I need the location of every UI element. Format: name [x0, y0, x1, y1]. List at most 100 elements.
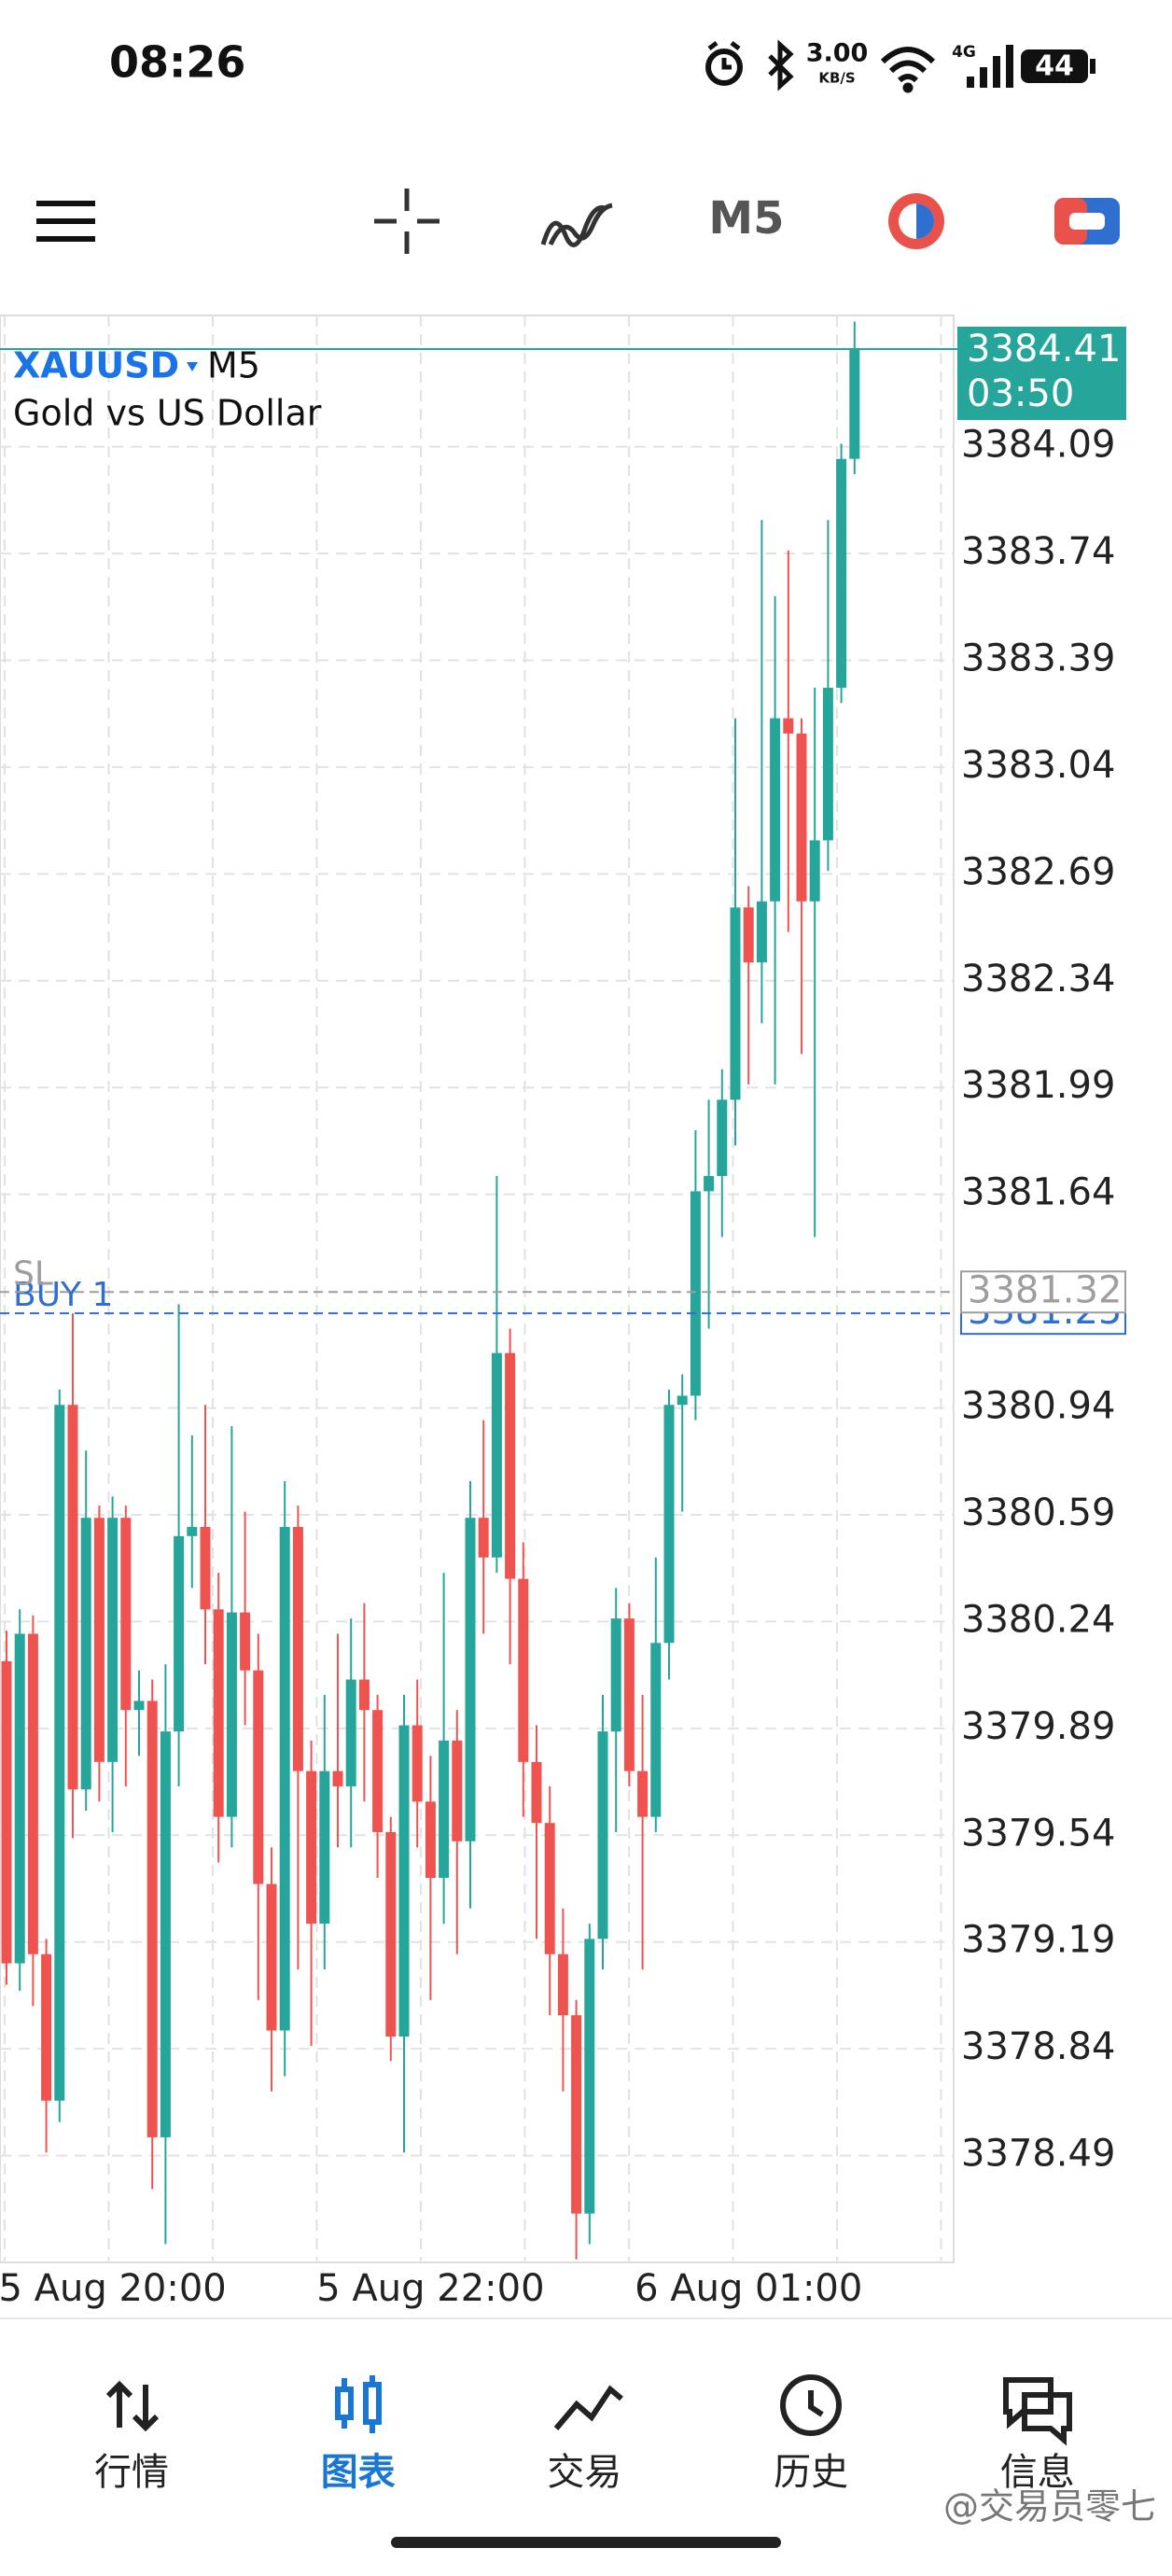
candle-body	[41, 1953, 52, 2101]
candle-body	[491, 1352, 502, 1558]
timeframe-button[interactable]: M5	[708, 192, 784, 245]
candle-body	[544, 1823, 555, 1954]
candle-body	[439, 1740, 450, 1879]
x-tick-label: 5 Aug 20:00	[0, 2267, 227, 2310]
candle-body	[478, 1518, 489, 1558]
candle-body	[174, 1535, 185, 1732]
chart-timeframe: M5	[207, 345, 260, 386]
bottom-nav	[0, 2318, 1172, 2576]
symbol-dropdown[interactable]	[187, 362, 198, 371]
candle-body	[80, 1518, 91, 1790]
candle-body	[730, 907, 741, 1100]
candle-body	[213, 1609, 224, 1817]
y-tick-label: 3380.24	[961, 1598, 1115, 1641]
nav-label[interactable]: 行情	[94, 2451, 169, 2494]
nav-label[interactable]: 交易	[547, 2451, 621, 2494]
candle-body	[637, 1771, 649, 1817]
nav-label[interactable]: 图表	[321, 2451, 396, 2494]
crosshair-button[interactable]	[374, 189, 440, 254]
y-tick-label: 3383.74	[961, 530, 1115, 573]
candle-body	[571, 2015, 582, 2214]
candle-body	[783, 718, 794, 734]
candle-body	[663, 1405, 675, 1644]
candle-body	[54, 1405, 65, 2101]
plot-frame	[0, 315, 955, 2263]
candle-body	[226, 1612, 237, 1817]
watermark: @交易员零七	[943, 2486, 1156, 2527]
candle-body	[133, 1701, 145, 1711]
y-tick-label: 3382.69	[961, 850, 1115, 893]
candle-body	[253, 1670, 264, 1884]
y-tick-label: 3379.89	[961, 1705, 1115, 1748]
network-type: 4G	[952, 43, 976, 62]
y-tick-label: 3379.19	[961, 1919, 1115, 1962]
y-tick-label: 3379.54	[961, 1812, 1115, 1855]
level-label: BUY 1	[13, 1276, 113, 1314]
candle-body	[67, 1405, 78, 1790]
candle-body	[452, 1740, 463, 1841]
candle-body	[93, 1518, 105, 1762]
symbol[interactable]: XAUUSD	[13, 345, 179, 386]
one-click-button[interactable]	[1054, 198, 1120, 245]
x-tick-label: 5 Aug 22:00	[316, 2267, 544, 2310]
candle-body	[358, 1679, 370, 1711]
network-speed: 3.00	[806, 39, 869, 68]
candle-body	[650, 1643, 662, 1817]
status-time: 08:26	[109, 37, 245, 88]
candle-body	[107, 1518, 119, 1762]
home-indicator	[391, 2537, 781, 2548]
menu-button[interactable]	[36, 201, 95, 242]
y-tick-label: 3382.34	[961, 958, 1115, 1001]
candle-body	[279, 1527, 290, 2031]
y-tick-label: 3381.64	[961, 1171, 1115, 1214]
candle-body	[518, 1578, 529, 1762]
candle-body	[809, 840, 820, 902]
candle-body	[849, 348, 860, 459]
candle-body	[425, 1801, 436, 1879]
status-icons	[705, 39, 1095, 93]
candle-body	[240, 1612, 251, 1671]
plot: 3378.49 3378.84 3379.19 3379.54 3379.89 3380.…	[0, 315, 1126, 2310]
candle-body	[385, 1831, 397, 2037]
current-price: 3384.41	[967, 328, 1121, 371]
candle-body	[597, 1731, 608, 1939]
symbol-description: Gold vs US Dollar	[13, 393, 322, 434]
indicators-button[interactable]	[540, 203, 613, 247]
candle-body	[187, 1527, 198, 1536]
candle-body	[717, 1099, 728, 1177]
candle-body	[756, 901, 767, 963]
nav-label[interactable]: 信息	[1000, 2451, 1075, 2494]
candle-body	[319, 1771, 330, 1925]
battery-level: 44	[1035, 50, 1074, 83]
level-price: 3381.32	[968, 1268, 1122, 1311]
candle-body	[704, 1176, 715, 1192]
y-tick-label: 3383.39	[961, 637, 1115, 679]
nav-label[interactable]: 历史	[774, 2451, 848, 2494]
candle-body	[836, 458, 847, 688]
y-tick-label: 3380.59	[961, 1491, 1115, 1534]
candle-body	[743, 907, 754, 963]
trade-mode-button[interactable]	[888, 193, 944, 249]
candle-body	[266, 1883, 277, 2031]
nav-icon	[105, 2374, 1072, 2446]
candle-body	[412, 1725, 423, 1802]
candle-body	[770, 718, 781, 902]
level-label: SL	[13, 1254, 53, 1293]
candle-body	[160, 1731, 171, 2137]
candle-body	[292, 1527, 303, 1771]
candle-body	[623, 1618, 635, 1771]
candle-body	[505, 1352, 516, 1579]
candle-body	[465, 1518, 476, 1841]
candle-body	[345, 1679, 356, 1786]
candle-body	[306, 1771, 317, 1925]
y-tick-label: 3384.09	[961, 424, 1115, 467]
candle-body	[332, 1771, 343, 1786]
y-tick-label: 3380.94	[961, 1385, 1115, 1428]
y-tick-label: 3381.99	[961, 1064, 1115, 1107]
candle-body	[584, 1939, 595, 2214]
y-tick-label: 3378.84	[961, 2025, 1115, 2068]
candle-body	[14, 1633, 25, 1964]
y-tick-label: 3378.49	[961, 2133, 1115, 2176]
countdown: 03:50	[967, 372, 1074, 415]
